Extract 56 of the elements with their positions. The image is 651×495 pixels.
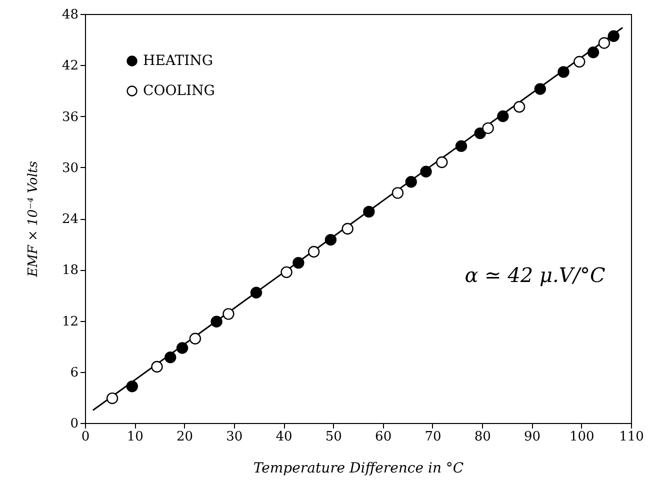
point — [420, 166, 432, 178]
x-tick-label: 60 — [375, 430, 392, 444]
y-axis-title: EMF × 10⁻⁴ Volts — [26, 160, 41, 278]
point — [280, 266, 292, 278]
point — [534, 83, 546, 95]
point — [126, 380, 138, 392]
y-tick-label: 6 — [70, 365, 78, 380]
x-tick-label: 10 — [126, 430, 144, 444]
point — [436, 156, 448, 168]
point — [189, 332, 202, 344]
point — [164, 352, 176, 364]
point — [106, 392, 118, 404]
y-tick-label: 12 — [62, 314, 78, 330]
point — [574, 56, 586, 68]
y-tick-label: 0 — [70, 416, 78, 432]
x-axis-title: Temperature Difference in °C — [253, 460, 464, 476]
point — [587, 46, 600, 58]
point — [497, 110, 509, 122]
point — [608, 30, 620, 42]
y-tick-label: 48 — [62, 8, 78, 22]
point — [455, 140, 468, 152]
legend-label: COOLING — [143, 83, 215, 99]
point — [342, 222, 354, 235]
x-tick-label: 90 — [524, 430, 540, 444]
y-tick-label: 42 — [62, 58, 78, 74]
x-tick-label: 50 — [325, 430, 342, 444]
x-tick-label: 80 — [474, 430, 491, 444]
x-tick-label: 110 — [619, 430, 644, 444]
point — [210, 316, 222, 328]
point — [482, 122, 494, 134]
point — [558, 66, 570, 78]
annotation: α ≃ 42 μ.V/°C — [464, 263, 606, 287]
point — [250, 286, 262, 298]
point — [598, 37, 610, 49]
y-tick-label: 24 — [62, 212, 78, 227]
x-tick-label: 70 — [424, 430, 442, 444]
y-tick-label: 36 — [62, 110, 78, 125]
point — [151, 360, 163, 373]
point — [363, 206, 375, 218]
point — [405, 176, 417, 188]
y-tick-label: 18 — [62, 263, 78, 278]
x-tick-label: 30 — [226, 430, 243, 444]
y-tick-label: 30 — [62, 160, 78, 176]
x-tick-label: 40 — [276, 430, 292, 444]
point — [292, 256, 304, 269]
point — [513, 101, 526, 113]
point — [324, 234, 337, 246]
point — [474, 127, 486, 140]
point — [222, 308, 234, 320]
x-tick-label: 20 — [176, 430, 194, 444]
legend-label: HEATING — [143, 53, 214, 69]
point — [176, 342, 188, 354]
point — [308, 246, 320, 258]
x-tick-label: 100 — [569, 430, 594, 444]
x-tick-label: 0 — [81, 430, 90, 444]
point — [392, 187, 404, 199]
